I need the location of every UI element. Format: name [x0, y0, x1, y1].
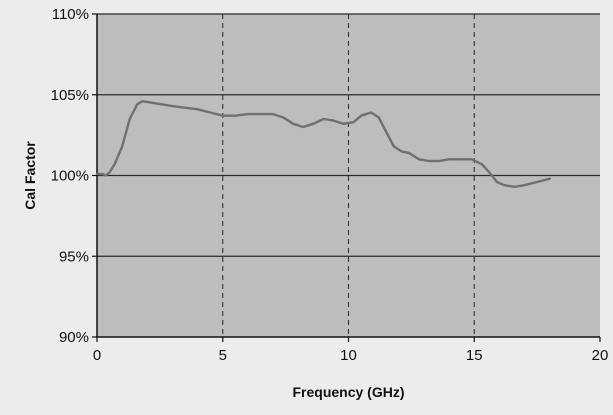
y-tick-label: 100%: [51, 168, 89, 185]
x-tick-label: 10: [340, 347, 357, 364]
y-tick-label: 95%: [59, 248, 89, 265]
y-axis-title: Cal Factor: [22, 141, 38, 210]
y-tick-label: 90%: [59, 329, 89, 346]
x-axis-title: Frequency (GHz): [292, 384, 404, 400]
x-tick-label: 5: [219, 347, 227, 364]
series-line-0: [95, 99, 551, 189]
x-tick-label: 15: [466, 347, 483, 364]
x-tick-label: 20: [592, 347, 609, 364]
x-tick-label: 0: [93, 347, 101, 364]
y-tick-label: 105%: [51, 87, 89, 104]
y-tick-label: 110%: [52, 6, 89, 23]
